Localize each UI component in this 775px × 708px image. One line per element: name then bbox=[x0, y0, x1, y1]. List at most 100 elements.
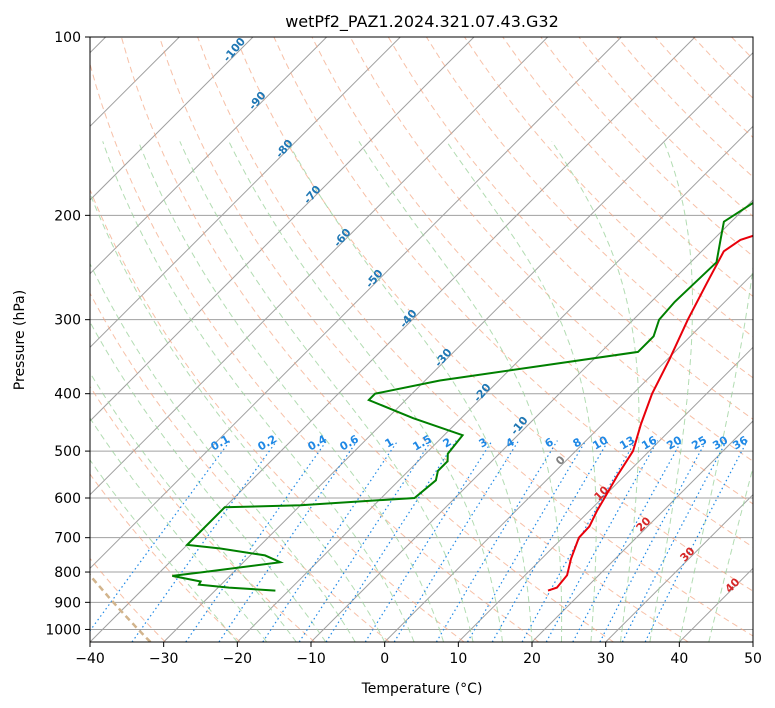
isotherm-label: -100 bbox=[220, 35, 248, 65]
mixing-ratio-label: 36 bbox=[730, 433, 750, 452]
moist-adiabat-label: 10 bbox=[592, 483, 612, 503]
moist-adiabat-label: 30 bbox=[678, 544, 698, 564]
dry-adiabat-line bbox=[90, 188, 465, 642]
mixing-ratio-label: 16 bbox=[639, 433, 659, 452]
moist-adiabat-label: 20 bbox=[634, 514, 654, 534]
x-tick-label: −20 bbox=[223, 651, 253, 667]
dry-adiabat-line bbox=[770, 37, 775, 642]
dry-adiabat-line bbox=[502, 37, 753, 298]
moist-adiabat-line bbox=[90, 459, 238, 642]
dry-adiabat-line bbox=[464, 37, 753, 338]
temperature-profile-line bbox=[547, 234, 753, 592]
dry-adiabat-line bbox=[120, 37, 614, 642]
mixing-ratio-label: 25 bbox=[689, 434, 709, 453]
isotherm-line bbox=[236, 125, 753, 642]
mixing-ratio-line bbox=[466, 440, 587, 642]
plot-frame bbox=[89, 36, 754, 643]
moist-adiabat-line bbox=[90, 262, 356, 642]
moist-adiabat-line bbox=[287, 141, 533, 642]
isotherm-label: -60 bbox=[331, 226, 354, 250]
dry-adiabat-line bbox=[654, 37, 753, 139]
y-tick-label: 800 bbox=[54, 565, 81, 581]
y-tick-label: 400 bbox=[54, 387, 81, 403]
mixing-ratio-line bbox=[185, 440, 328, 642]
moist-adiabat-line bbox=[137, 141, 445, 642]
dry-adiabat-line bbox=[197, 37, 753, 637]
moist-adiabat-line bbox=[90, 321, 327, 642]
dry-adiabat-line bbox=[235, 37, 753, 592]
x-tick-label: 50 bbox=[744, 651, 762, 667]
mixing-ratio-line bbox=[572, 440, 683, 642]
mixing-ratio-line bbox=[491, 440, 609, 642]
dry-adiabat-line bbox=[349, 37, 753, 462]
y-tick-label: 200 bbox=[54, 208, 81, 224]
isotherm-line bbox=[90, 37, 622, 570]
mixing-ratio-line bbox=[599, 440, 707, 642]
x-tick-label: 30 bbox=[597, 651, 615, 667]
isotherm-label: -80 bbox=[273, 137, 296, 161]
x-tick-label: 40 bbox=[670, 651, 688, 667]
isotherm-line bbox=[90, 37, 475, 422]
moist-adiabat-line bbox=[90, 417, 268, 642]
isotherm-line bbox=[310, 199, 753, 642]
dewpoint-profile-line bbox=[172, 201, 753, 592]
isotherm-label: -70 bbox=[301, 183, 324, 207]
isotherm-label: -50 bbox=[363, 267, 386, 291]
mixing-ratio-line bbox=[131, 440, 278, 642]
dry-adiabat-line bbox=[578, 37, 753, 218]
dry-adiabat-line bbox=[159, 37, 689, 642]
isotherm-line bbox=[90, 37, 254, 201]
mixing-ratio-label: 30 bbox=[710, 433, 730, 452]
moist-adiabat-line bbox=[179, 141, 474, 642]
mixing-ratio-label: 0.1 bbox=[209, 432, 232, 453]
moist-adiabat-line bbox=[551, 141, 640, 642]
x-tick-label: 0 bbox=[380, 651, 389, 667]
isotherm-label: -20 bbox=[471, 381, 494, 405]
mixing-ratio-line bbox=[393, 440, 520, 642]
mixing-ratio-line bbox=[521, 440, 637, 642]
moist-adiabat-line bbox=[358, 141, 563, 642]
isotherm-label: -30 bbox=[432, 346, 455, 370]
y-tick-label: 700 bbox=[54, 531, 81, 547]
mixing-ratio-line bbox=[435, 440, 558, 642]
y-tick-label: 1000 bbox=[45, 622, 81, 638]
mixing-ratio-label: 1 bbox=[383, 435, 396, 450]
dry-adiabat-line bbox=[90, 473, 241, 642]
y-tick-label: 100 bbox=[54, 30, 81, 46]
chart-title: wetPf2_PAZ1.2024.321.07.43.G32 bbox=[285, 12, 559, 32]
mixing-ratio-line bbox=[298, 440, 432, 642]
mixing-ratio-line bbox=[545, 440, 659, 642]
x-tick-label: −40 bbox=[75, 651, 105, 667]
moist-adiabat-line bbox=[678, 263, 753, 642]
isotherm-label: -10 bbox=[508, 414, 531, 438]
isotherm-line bbox=[90, 37, 401, 349]
y-axis-label: Pressure (hPa) bbox=[12, 290, 28, 390]
dry-adiabat-line bbox=[387, 37, 753, 420]
isotherm-line bbox=[531, 420, 753, 642]
mixing-ratio-label: 0.6 bbox=[338, 432, 362, 453]
x-tick-label: −30 bbox=[149, 651, 179, 667]
dry-adiabat-line bbox=[90, 292, 390, 642]
x-tick-label: 10 bbox=[449, 651, 467, 667]
mixing-ratio-label: 0.4 bbox=[306, 432, 330, 453]
dry-adiabat-line bbox=[273, 37, 753, 548]
plot-area: -100 -90 -80-70 -60 -50 -40 -30 -20 -10 0.1 0.2 0.4… bbox=[90, 35, 775, 642]
isotherm-line bbox=[605, 493, 753, 642]
mixing-ratio-label: 0.2 bbox=[256, 432, 279, 453]
moist-adiabat-line bbox=[708, 465, 753, 642]
dry-adiabat-line bbox=[90, 62, 540, 642]
mixing-ratio-label: 1.5 bbox=[411, 432, 434, 453]
y-tick-label: 600 bbox=[54, 491, 81, 507]
x-axis-label: Temperature (°C) bbox=[361, 681, 483, 697]
moist-adiabat-line bbox=[649, 141, 693, 642]
dry-adiabat-line bbox=[311, 37, 753, 505]
mixing-ratio-line bbox=[325, 440, 457, 642]
isotherm-label: -90 bbox=[246, 89, 269, 113]
x-tick-label: −10 bbox=[296, 651, 326, 667]
moist-adiabat-line bbox=[102, 141, 415, 642]
mixing-ratio-line bbox=[621, 440, 728, 642]
dry-adiabat-line bbox=[692, 37, 753, 99]
isotherm-label: -40 bbox=[397, 307, 420, 331]
y-tick-label: 500 bbox=[54, 444, 81, 460]
